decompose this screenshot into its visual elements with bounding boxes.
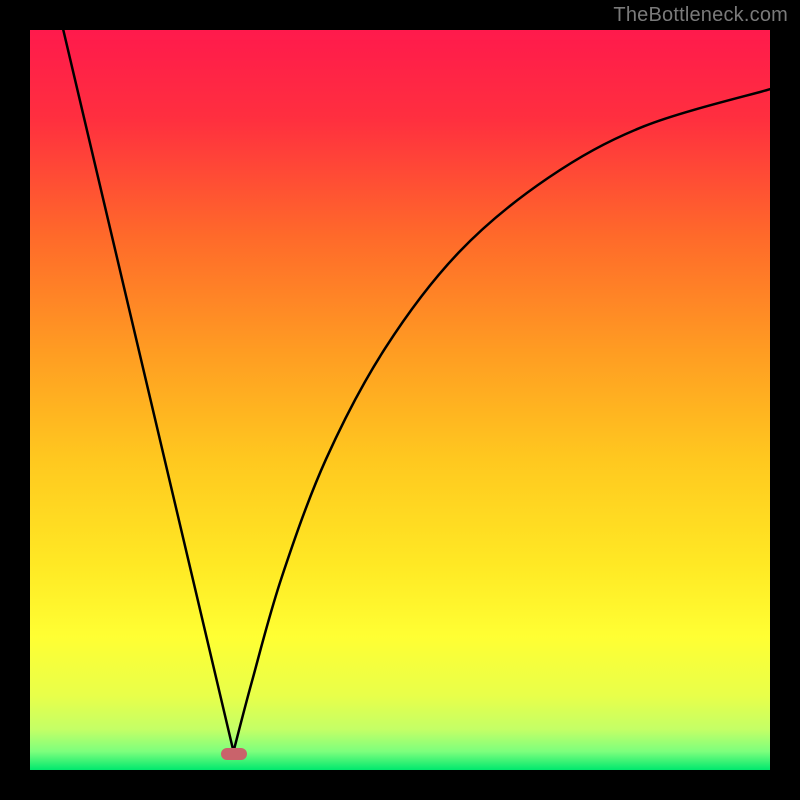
- bottleneck-curve: [30, 30, 770, 770]
- watermark-text: TheBottleneck.com: [613, 4, 788, 27]
- plot-area: [30, 30, 770, 770]
- minimum-marker: [221, 748, 247, 760]
